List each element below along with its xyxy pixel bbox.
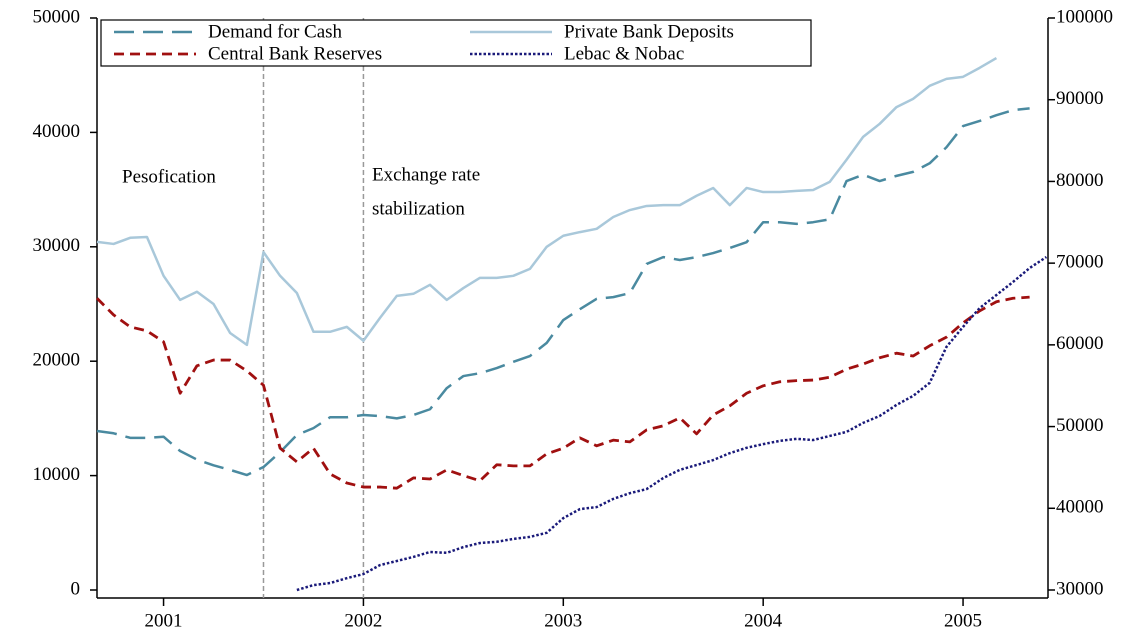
series-line bbox=[96, 56, 998, 347]
y2-tick-label: 100000 bbox=[1056, 6, 1113, 27]
x-tick-label: 2003 bbox=[544, 610, 582, 631]
series-line bbox=[96, 295, 1030, 490]
y-tick-label: 20000 bbox=[33, 350, 81, 371]
annotation: stabilization bbox=[372, 198, 465, 219]
legend-label: Demand for Cash bbox=[208, 21, 343, 42]
annotation: Pesofication bbox=[122, 166, 216, 187]
series-line bbox=[96, 107, 1030, 477]
y2-tick-label: 80000 bbox=[1056, 170, 1104, 191]
y2-tick-label: 40000 bbox=[1056, 497, 1104, 518]
y-tick-label: 50000 bbox=[33, 6, 81, 27]
annotation: Exchange rate bbox=[372, 164, 480, 185]
legend-label: Private Bank Deposits bbox=[564, 21, 734, 42]
y2-tick-label: 70000 bbox=[1056, 252, 1104, 273]
x-tick-label: 2005 bbox=[944, 610, 982, 631]
y2-tick-label: 60000 bbox=[1056, 333, 1104, 354]
legend-label: Lebac & Nobac bbox=[564, 43, 684, 64]
y2-tick-label: 90000 bbox=[1056, 88, 1104, 109]
series-line bbox=[296, 255, 1048, 592]
y2-tick-label: 50000 bbox=[1056, 415, 1104, 436]
x-tick-label: 2002 bbox=[344, 610, 382, 631]
y-tick-label: 0 bbox=[71, 578, 81, 599]
legend-box bbox=[100, 19, 812, 67]
x-tick-label: 2001 bbox=[145, 610, 183, 631]
y-tick-label: 40000 bbox=[33, 121, 81, 142]
y2-tick-label: 30000 bbox=[1056, 578, 1104, 599]
legend-label: Central Bank Reserves bbox=[208, 43, 382, 64]
y-tick-label: 30000 bbox=[33, 235, 81, 256]
x-tick-label: 2004 bbox=[744, 610, 783, 631]
y-tick-label: 10000 bbox=[33, 464, 81, 485]
